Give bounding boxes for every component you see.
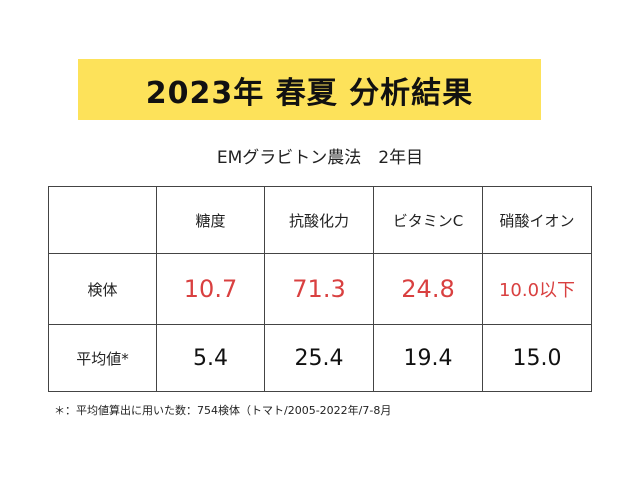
header-cell-sugar: 糖度 (156, 186, 265, 254)
results-table: 糖度 抗酸化力 ビタミンC 硝酸イオン 検体 10.7 71.3 24.8 10… (48, 186, 592, 392)
table-row-sample: 検体 10.7 71.3 24.8 10.0以下 (48, 253, 592, 325)
average-antioxidant-value: 25.4 (264, 324, 374, 392)
average-sugar-value: 5.4 (156, 324, 265, 392)
title-banner: 2023年 春夏 分析結果 (78, 59, 541, 120)
table-row-average: 平均値* 5.4 25.4 19.4 15.0 (48, 324, 592, 392)
sample-nitrate-value: 10.0以下 (482, 253, 592, 325)
sample-sugar-value: 10.7 (156, 253, 265, 325)
header-cell-empty (48, 186, 157, 254)
sample-vitamin-c-value: 24.8 (373, 253, 483, 325)
page-title: 2023年 春夏 分析結果 (145, 75, 474, 111)
average-vitamin-c-value: 19.4 (373, 324, 483, 392)
footnote: ＊：平均値算出に用いた数：754検体（トマト/2005-2022年/7-8月 (54, 404, 392, 417)
header-cell-vitamin-c: ビタミンC (373, 186, 483, 254)
subtitle: EMグラビトン農法 2年目 (216, 148, 424, 168)
average-nitrate-value: 15.0 (482, 324, 592, 392)
row-label-average: 平均値* (48, 324, 157, 392)
header-cell-nitrate: 硝酸イオン (482, 186, 592, 254)
sample-antioxidant-value: 71.3 (264, 253, 374, 325)
header-cell-antioxidant: 抗酸化力 (264, 186, 374, 254)
row-label-sample: 検体 (48, 253, 157, 325)
header-row: 糖度 抗酸化力 ビタミンC 硝酸イオン (48, 186, 592, 254)
